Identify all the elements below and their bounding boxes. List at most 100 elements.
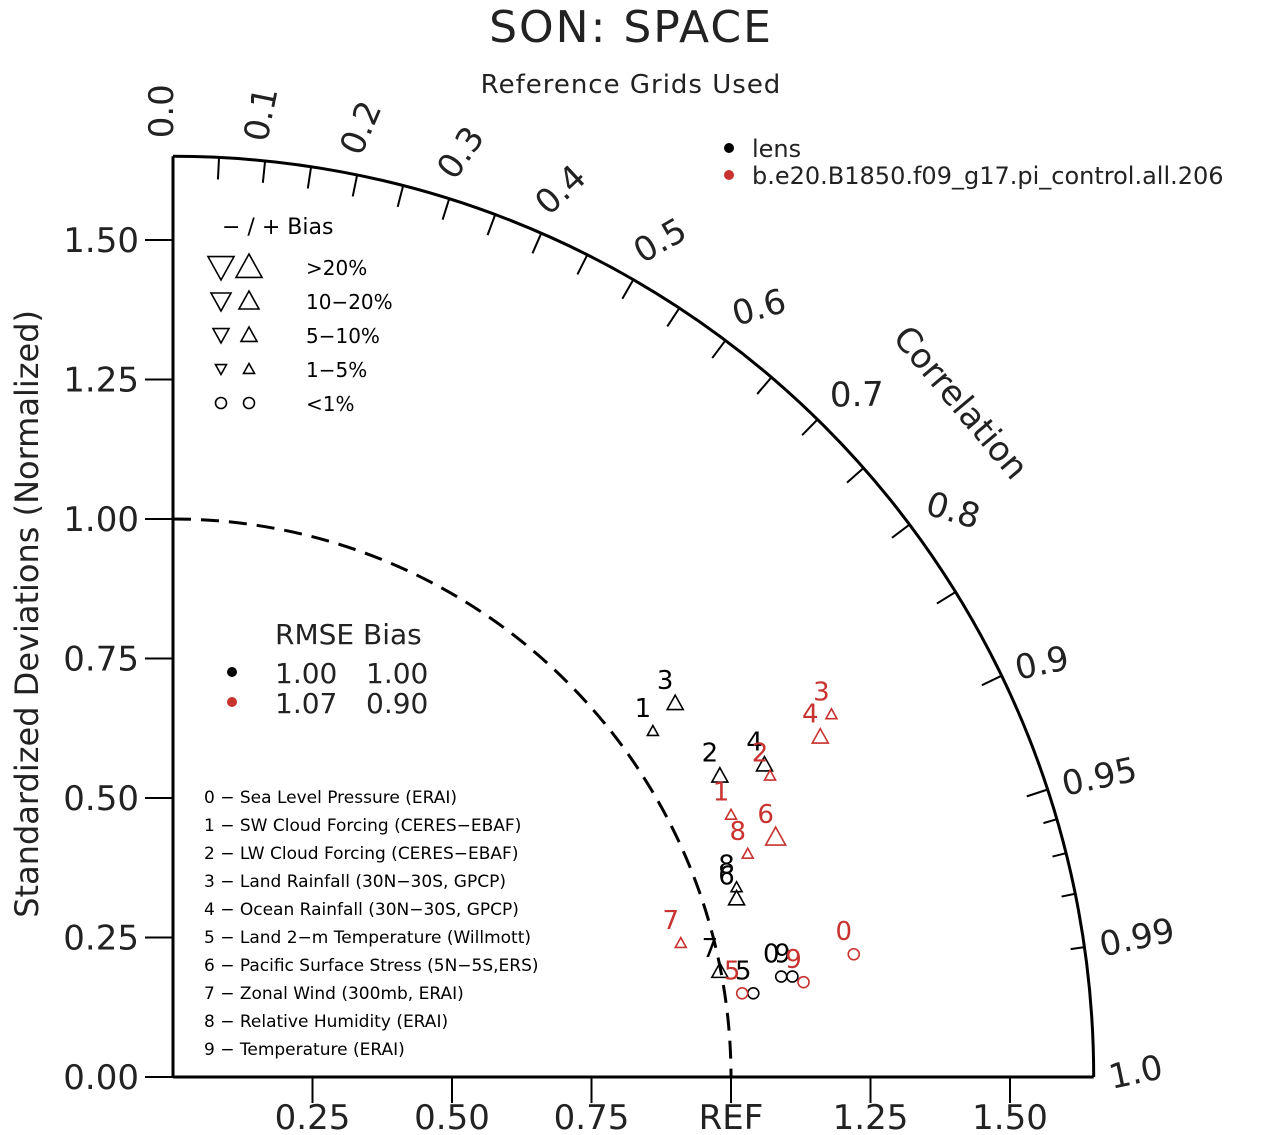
y-tick-label: 1.00	[63, 500, 139, 540]
y-tick-label: 1.25	[63, 361, 139, 401]
y-tick-label: 0.75	[63, 640, 139, 680]
y-axis-title: Standardized Deviations (Normalized)	[8, 310, 46, 918]
data-point-marker	[735, 986, 749, 1000]
data-point-label: 4	[746, 728, 763, 758]
data-point-marker	[786, 970, 799, 983]
data-point-marker	[755, 754, 774, 772]
correlation-label: 1.0	[1105, 1047, 1166, 1097]
data-point-label: 3	[657, 666, 674, 696]
data-point-marker	[810, 726, 830, 744]
bias-legend-value: 1.00	[366, 657, 428, 690]
data-point-label: 9	[774, 940, 791, 970]
data-point-marker	[740, 846, 755, 860]
correlation-tick	[846, 467, 865, 484]
data-point-label: 6	[757, 800, 774, 830]
series-legend-label: lens	[752, 135, 801, 163]
data-point-marker	[710, 961, 730, 979]
correlation-tick	[396, 185, 405, 208]
correlation-tick	[531, 232, 543, 254]
data-point-label: 0	[835, 917, 852, 947]
correlation-label: 0.1	[236, 84, 286, 145]
correlation-label: 0.3	[429, 119, 493, 186]
data-point-label: 7	[702, 934, 719, 964]
x-tick-label: 1.25	[833, 1098, 909, 1135]
data-point-label: 1	[713, 778, 730, 808]
data-point-label: 6	[718, 861, 735, 891]
y-tick-label: 0.25	[63, 919, 139, 959]
correlation-tick	[576, 254, 589, 275]
data-point-marker	[847, 947, 861, 961]
variable-list-item: 9 − Temperature (ERAI)	[204, 1040, 405, 1060]
data-point-marker	[727, 888, 746, 906]
bias-legend-up-marker	[239, 325, 259, 343]
rmse-legend-dot	[227, 697, 237, 707]
y-tick-label: 1.50	[63, 221, 139, 261]
series-legend-dot	[724, 170, 734, 180]
bias-legend-header: − / + Bias	[222, 215, 333, 240]
bias-legend-down-marker	[214, 363, 228, 377]
correlation-title: Correlation	[885, 318, 1036, 487]
data-point-label: 9	[785, 945, 802, 975]
variable-list-item: 8 − Relative Humidity (ERAI)	[204, 1012, 448, 1032]
rmse-legend-dot	[227, 667, 237, 677]
variable-list-item: 1 − SW Cloud Forcing (CERES−EBAF)	[204, 816, 521, 836]
x-tick-label: 1.50	[972, 1098, 1048, 1135]
bias-legend-down-marker	[211, 327, 231, 345]
correlation-tick	[1026, 788, 1048, 798]
rmse-legend-header: RMSE Bias	[275, 618, 422, 651]
series-legend-dot	[724, 143, 734, 153]
data-point-marker	[747, 986, 760, 1000]
variable-list-item: 5 − Land 2−m Temperature (Willmott)	[204, 928, 531, 948]
correlation-label: 0.9	[1011, 638, 1072, 688]
variable-list-item: 3 − Land Rainfall (30N−30S, GPCP)	[204, 872, 506, 892]
data-point-label: 2	[752, 739, 769, 769]
bias-legend-label: <1%	[306, 392, 355, 416]
correlation-tick	[981, 674, 1003, 687]
correlation-label: 0.4	[527, 157, 594, 223]
data-point-marker	[724, 807, 738, 820]
variable-list-item: 7 − Zonal Wind (300mb, ERAI)	[204, 984, 464, 1004]
data-point-marker	[764, 825, 787, 846]
bias-legend-label: 5−10%	[306, 324, 380, 348]
data-point-marker	[763, 768, 777, 781]
correlation-minor-tick	[1070, 946, 1085, 951]
variable-list-item: 4 − Ocean Rainfall (30N−30S, GPCP)	[204, 900, 519, 920]
data-point-label: 4	[802, 700, 819, 730]
data-point-label: 1	[635, 694, 652, 724]
correlation-label: 0.2	[332, 95, 390, 160]
data-point-label: 8	[718, 850, 735, 880]
series-legend-label: b.e20.B1850.f09_g17.pi_control.all.206	[752, 162, 1224, 190]
correlation-tick	[351, 174, 359, 197]
data-point-marker	[797, 975, 810, 989]
correlation-tick	[621, 279, 635, 300]
correlation-label: 0.5	[627, 210, 694, 272]
correlation-tick	[801, 418, 819, 436]
bias-legend-label: >20%	[306, 256, 367, 280]
x-tick-label: 0.50	[414, 1098, 490, 1135]
bias-legend-up-marker	[242, 361, 256, 375]
data-point-label: 2	[702, 739, 719, 769]
correlation-label: 0.8	[921, 484, 984, 538]
data-point-label: 3	[813, 677, 830, 707]
data-point-marker	[824, 707, 839, 720]
bias-legend-up-marker	[234, 252, 264, 279]
bias-legend-label: 10−20%	[306, 290, 393, 314]
data-point-label: 5	[735, 956, 752, 986]
correlation-tick	[891, 523, 911, 539]
bias-legend-up-marker	[242, 396, 256, 410]
correlation-tick	[711, 339, 727, 359]
data-point-marker	[673, 935, 688, 949]
correlation-minor-tick	[1052, 852, 1067, 858]
bias-legend-down-marker	[206, 255, 236, 282]
correlation-label: 0.6	[728, 281, 791, 335]
x-tick-label: REF	[699, 1098, 764, 1135]
chart-title: SON: SPACE	[489, 2, 773, 53]
bias-legend-label: 1−5%	[306, 358, 367, 382]
correlation-label: 0.95	[1058, 750, 1140, 805]
bias-legend-up-marker	[237, 289, 261, 310]
correlation-tick	[486, 214, 497, 236]
x-tick-label: 0.25	[275, 1098, 351, 1135]
correlation-minor-tick	[1043, 818, 1058, 825]
x-tick-label: 0.75	[554, 1098, 630, 1135]
